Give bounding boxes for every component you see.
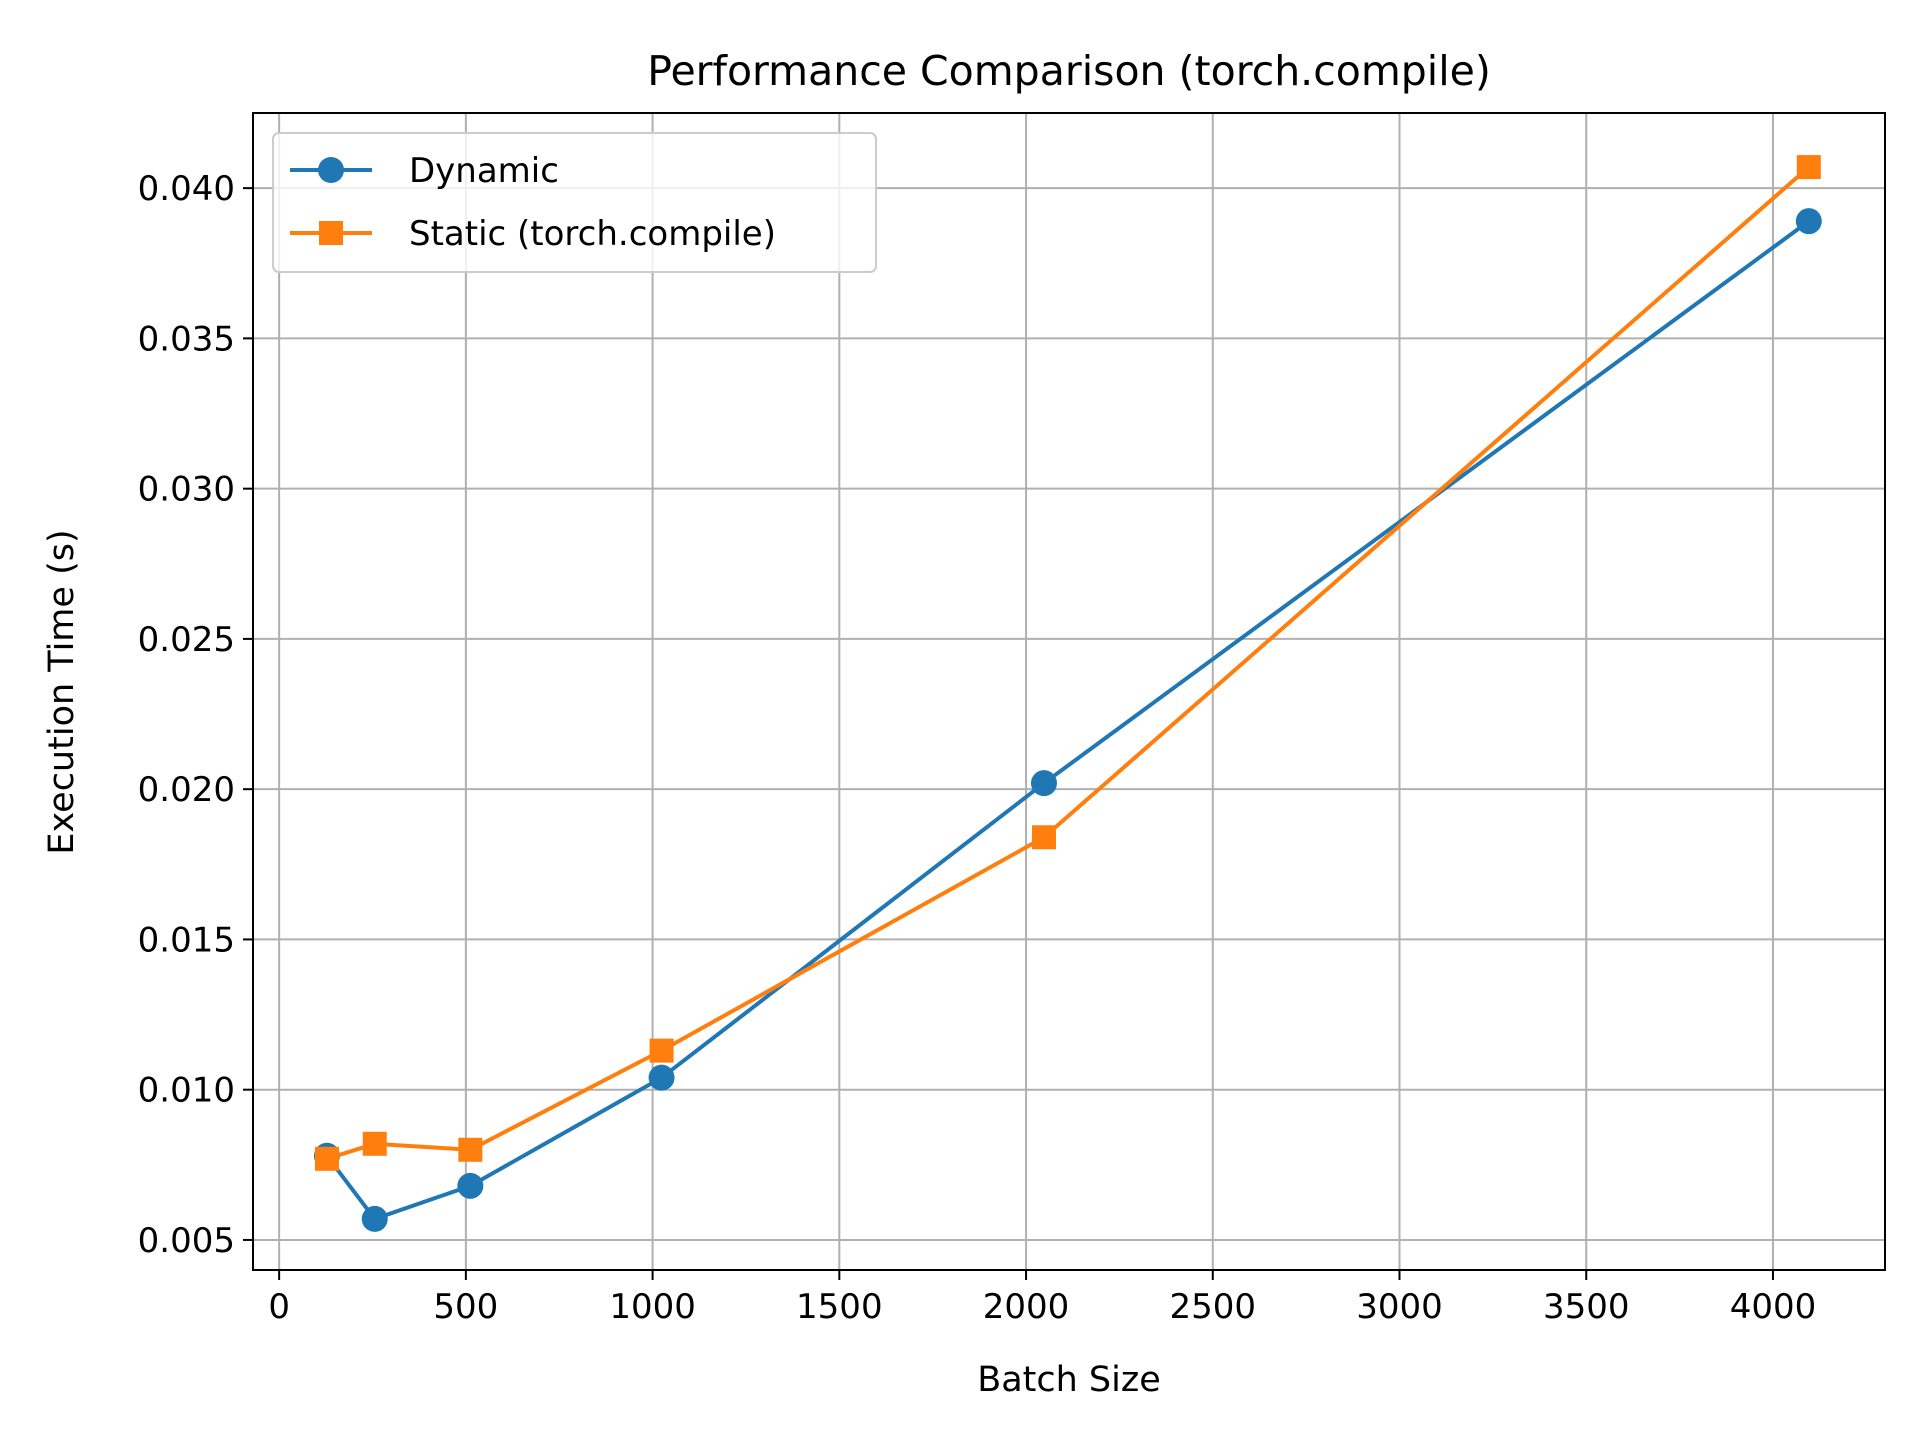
- x-tick-label: 3500: [1543, 1287, 1630, 1327]
- ticks: 0 500 1000 1500 2000 2500 3000 3500 4000 0.005 0.0…: [138, 169, 1817, 1327]
- legend-label: Dynamic: [409, 151, 559, 191]
- y-tick-label: 0.030: [138, 470, 235, 510]
- data-point: [361, 1205, 388, 1232]
- y-tick-label: 0.035: [138, 319, 235, 359]
- x-tick-label: 500: [433, 1287, 498, 1327]
- x-tick-label: 2000: [983, 1287, 1070, 1327]
- y-tick-label: 0.020: [138, 770, 235, 810]
- x-tick-label: 0: [268, 1287, 290, 1327]
- data-point: [362, 1131, 387, 1156]
- y-axis-label: Execution Time (s): [42, 529, 82, 854]
- y-tick-label: 0.040: [138, 169, 235, 209]
- x-tick-label: 3000: [1356, 1287, 1443, 1327]
- y-tick-label: 0.005: [138, 1221, 235, 1261]
- data-point: [1031, 825, 1056, 850]
- plot-frame: [252, 112, 1886, 1271]
- x-axis-label: Batch Size: [977, 1360, 1161, 1400]
- x-tick-label: 4000: [1730, 1287, 1817, 1327]
- data-point: [457, 1172, 484, 1199]
- data-point: [649, 1038, 674, 1063]
- series-layer: [313, 155, 1822, 1232]
- grid: [253, 113, 1885, 1270]
- x-tick-label: 2500: [1170, 1287, 1257, 1327]
- series-line: [324, 218, 1812, 1221]
- legend-marker: [318, 157, 344, 183]
- data-point: [648, 1064, 675, 1091]
- legend: Dynamic Static (torch.compile): [272, 132, 877, 273]
- y-tick-label: 0.025: [138, 620, 235, 660]
- x-tick-label: 1500: [796, 1287, 883, 1327]
- data-point: [1795, 208, 1822, 235]
- x-tick-label: 1000: [609, 1287, 696, 1327]
- data-point: [1796, 155, 1821, 180]
- y-tick-label: 0.010: [138, 1071, 235, 1111]
- legend-box: [272, 132, 877, 273]
- chart-title: Performance Comparison (torch.compile): [647, 47, 1491, 95]
- data-point: [458, 1137, 483, 1162]
- y-tick-label: 0.015: [138, 920, 235, 960]
- legend-marker: [319, 221, 343, 245]
- legend-label: Static (torch.compile): [409, 214, 776, 254]
- series-1: [314, 155, 1821, 1171]
- data-point: [314, 1146, 339, 1171]
- data-point: [1030, 770, 1057, 797]
